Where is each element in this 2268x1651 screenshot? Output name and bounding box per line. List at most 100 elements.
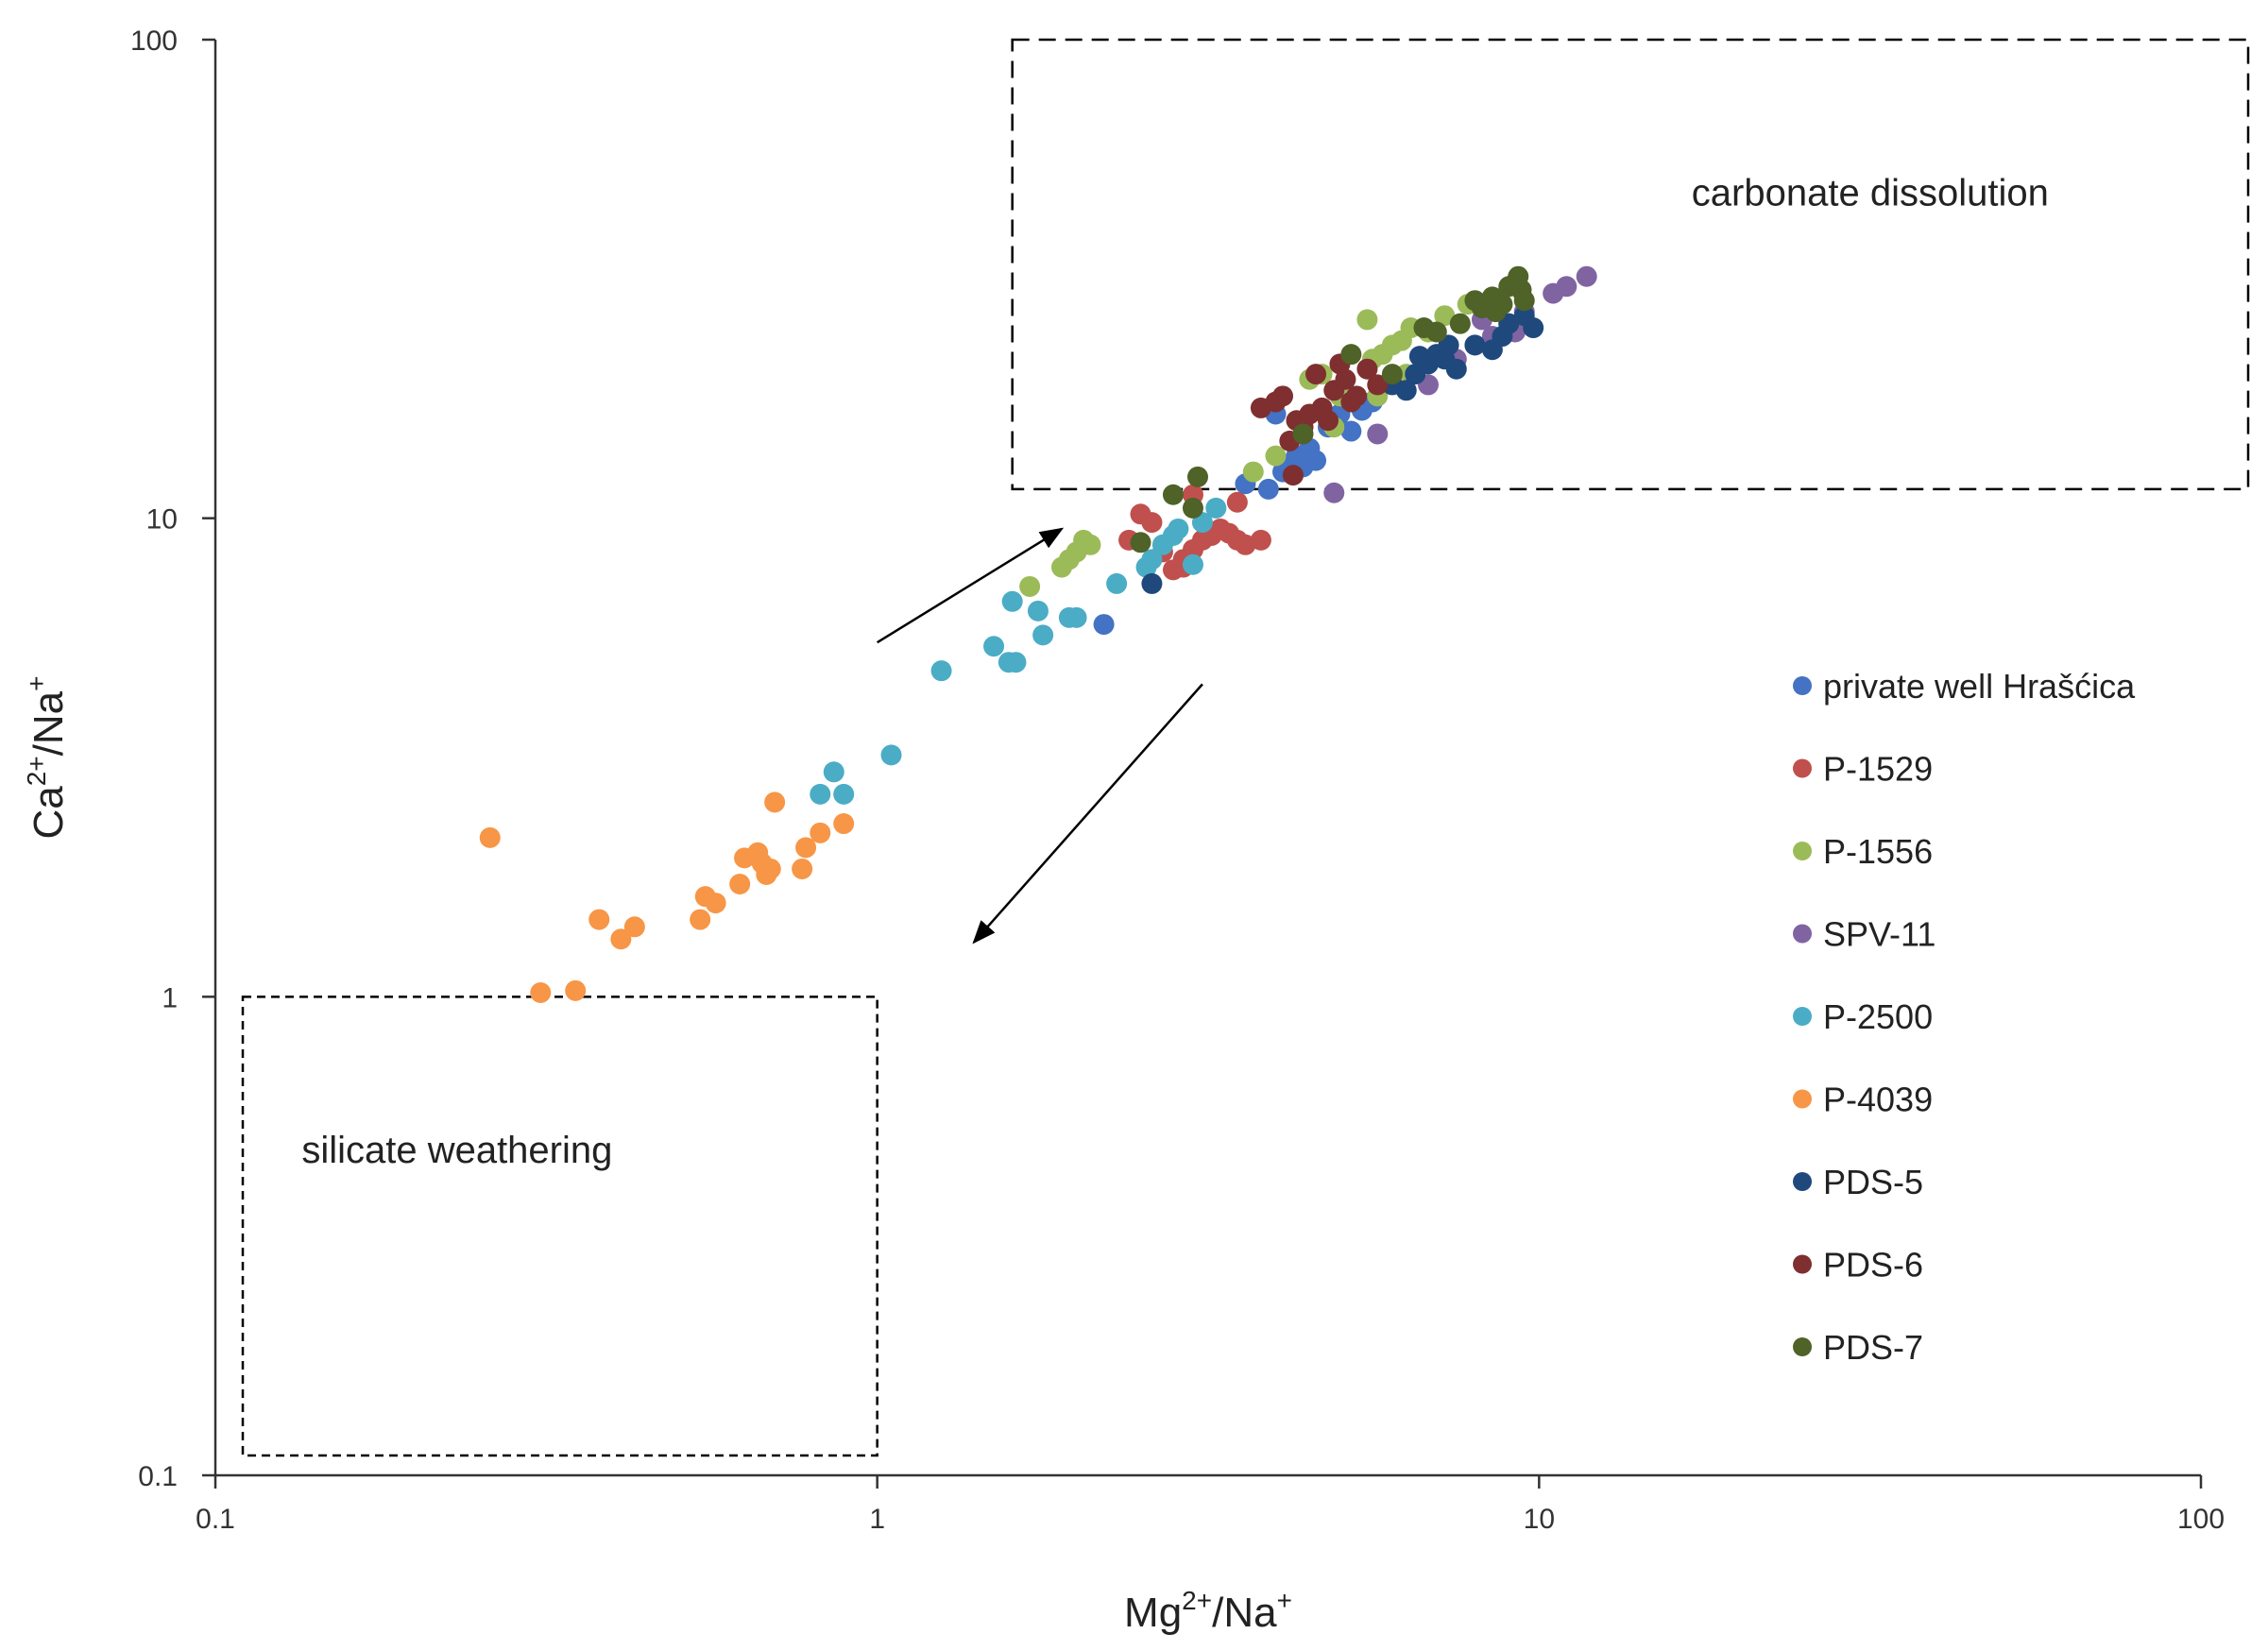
point-pds-7 xyxy=(1162,484,1184,505)
point-p-1556 xyxy=(1019,575,1041,597)
point-p-2500 xyxy=(1001,590,1023,612)
point-p-2500 xyxy=(1168,518,1189,539)
point-p-4039 xyxy=(764,791,786,813)
legend-marker-pds-6 xyxy=(1793,1254,1812,1274)
point-pds-5 xyxy=(1464,334,1486,356)
point-spv-11 xyxy=(1367,423,1389,445)
legend-marker-pds-5 xyxy=(1793,1172,1812,1191)
point-p-4039 xyxy=(588,909,610,930)
x-tick-label: 10 xyxy=(1524,1504,1555,1535)
point-pds-7 xyxy=(1292,423,1314,445)
point-p-4039 xyxy=(705,893,726,914)
x-axis-title-part: Mg xyxy=(1124,1590,1182,1636)
y-tick-label: 100 xyxy=(130,26,178,57)
legend-marker-pds-7 xyxy=(1793,1337,1812,1356)
point-private-well-hra-ica xyxy=(1305,450,1327,471)
point-p-2500 xyxy=(1066,606,1087,628)
x-axis-title-sup: 2+ xyxy=(1182,1586,1212,1615)
legend-label-p-2500: P-2500 xyxy=(1823,997,1933,1036)
point-p-1556 xyxy=(1080,534,1101,555)
y-tick-label: 0.1 xyxy=(138,1461,178,1492)
legend-label-p-1556: P-1556 xyxy=(1823,832,1933,871)
point-pds-5 xyxy=(1395,380,1417,401)
point-p-2500 xyxy=(983,636,1005,657)
annotation-boxes xyxy=(241,38,2250,1457)
point-p-2500 xyxy=(1205,497,1227,519)
point-pds-7 xyxy=(1340,344,1362,366)
point-p-2500 xyxy=(833,783,855,805)
point-private-well-hra-ica xyxy=(1340,420,1362,442)
point-p-4039 xyxy=(623,916,645,938)
point-p-2500 xyxy=(1106,572,1128,594)
point-p-2500 xyxy=(1027,600,1049,621)
point-p-4039 xyxy=(795,837,817,859)
legend-label-p-1529: P-1529 xyxy=(1823,750,1933,789)
silicate-weathering-label: silicate weathering xyxy=(301,1130,612,1171)
point-pds-5 xyxy=(1141,572,1163,594)
point-pds-6 xyxy=(1282,465,1304,486)
point-p-2500 xyxy=(880,744,902,766)
y-ticks: 0.1 1 10 100 xyxy=(130,26,215,1492)
point-p-2500 xyxy=(823,761,844,783)
data-points xyxy=(479,265,1597,1003)
point-pds-6 xyxy=(1346,385,1368,407)
point-p-4039 xyxy=(530,981,552,1003)
trend-arrows xyxy=(877,527,1203,945)
x-axis-title-part: /Na xyxy=(1212,1590,1277,1636)
point-pds-6 xyxy=(1335,368,1356,390)
point-pds-6 xyxy=(1305,364,1327,385)
point-pds-5 xyxy=(1445,358,1467,380)
point-spv-11 xyxy=(1323,482,1345,503)
point-p-1556 xyxy=(1242,461,1264,483)
point-pds-7 xyxy=(1449,313,1471,334)
y-tick-label: 10 xyxy=(146,504,178,536)
x-axis-title-sup: + xyxy=(1277,1586,1292,1615)
point-pds-6 xyxy=(1272,385,1294,407)
point-p-4039 xyxy=(729,873,751,894)
point-pds-7 xyxy=(1186,466,1208,487)
y-axis-title-sup: + xyxy=(22,675,51,690)
point-p-4039 xyxy=(479,826,501,848)
point-p-2500 xyxy=(1182,553,1203,575)
point-p-4039 xyxy=(792,858,813,879)
arrow-up-right xyxy=(877,527,1065,644)
point-p-2500 xyxy=(1005,652,1027,673)
point-spv-11 xyxy=(1556,276,1577,298)
legend-label-private-well-hra-ica: private well Hrašćica xyxy=(1823,667,2136,706)
x-tick-label: 0.1 xyxy=(196,1504,235,1535)
point-private-well-hra-ica xyxy=(1093,614,1115,636)
point-pds-7 xyxy=(1130,532,1151,553)
legend-label-spv-11: SPV-11 xyxy=(1823,915,1935,954)
legend-label-pds-7: PDS-7 xyxy=(1823,1328,1923,1367)
point-p-2500 xyxy=(930,660,952,682)
arrow-down-left xyxy=(972,683,1203,945)
legend-label-pds-6: PDS-6 xyxy=(1823,1246,1923,1285)
point-private-well-hra-ica xyxy=(1257,478,1279,500)
point-p-4039 xyxy=(690,909,711,930)
point-p-2500 xyxy=(1032,624,1054,646)
annotation-labels: carbonate dissolution silicate weathering xyxy=(301,173,2049,1171)
point-p-4039 xyxy=(610,928,632,950)
carbonate-dissolution-box xyxy=(1011,38,2250,491)
point-p-1556 xyxy=(1265,445,1287,467)
point-p-4039 xyxy=(565,979,587,1001)
point-pds-7 xyxy=(1485,301,1507,323)
point-pds-6 xyxy=(1356,358,1378,380)
point-pds-5 xyxy=(1408,346,1430,367)
point-pds-7 xyxy=(1508,265,1529,287)
point-p-2500 xyxy=(810,783,831,805)
y-axis-title-part: Ca xyxy=(26,786,72,840)
point-pds-6 xyxy=(1317,410,1339,432)
point-pds-5 xyxy=(1523,317,1544,339)
x-axis-title: Mg2+/Na+ xyxy=(1124,1586,1292,1636)
point-pds-7 xyxy=(1425,321,1447,343)
point-pds-7 xyxy=(1513,290,1535,312)
y-axis-title-sup: 2+ xyxy=(22,756,51,786)
y-axis-title-part: /Na xyxy=(26,690,72,756)
legend-label-pds-5: PDS-5 xyxy=(1823,1163,1923,1201)
point-p-1529 xyxy=(1250,529,1271,551)
point-spv-11 xyxy=(1576,265,1597,287)
legend-marker-p-2500 xyxy=(1793,1007,1812,1026)
legend-marker-private-well-hra-ica xyxy=(1793,676,1812,695)
legend-marker-p-1556 xyxy=(1793,842,1812,860)
